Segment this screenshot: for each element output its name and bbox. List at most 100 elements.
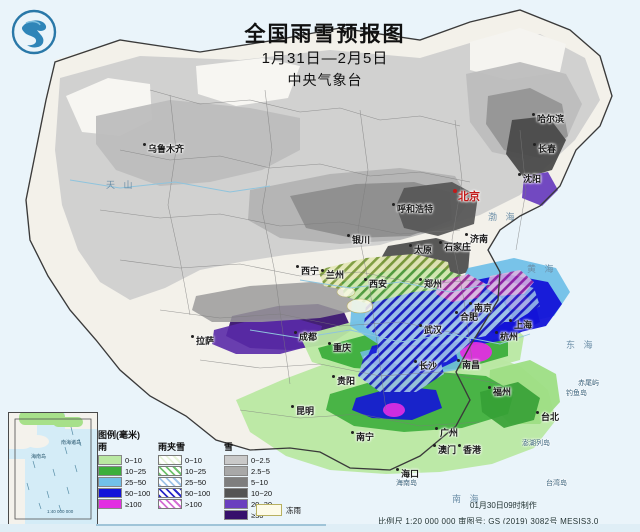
cma-dragon-logo-icon xyxy=(11,9,57,55)
legend-item-sleet-2: 25~50 xyxy=(158,477,210,487)
city-label-dot-zhengzhou xyxy=(419,278,422,281)
city-label-dot-nanning xyxy=(351,431,354,434)
city-label-dot-guangzhou xyxy=(435,427,438,430)
city-label-wuhan: 武汉 xyxy=(424,325,443,335)
legend-swatch-sleet-1 xyxy=(158,466,182,476)
city-label-dot-hohhot xyxy=(392,203,395,206)
city-label-dot-taiyuan xyxy=(409,244,412,247)
title-block: 全国雨雪预报图 1月31日—2月5日 中央气象台 xyxy=(180,22,470,90)
city-label-dot-haikou xyxy=(396,468,399,471)
city-label-dot-yinchuan xyxy=(347,234,350,237)
inset-scale: 1:40 000 000 xyxy=(47,509,74,514)
city-label-jinan: 济南 xyxy=(470,234,489,244)
city-label-lanzhou: 兰州 xyxy=(326,270,345,280)
legend-item-rain-0: 0~10 xyxy=(98,455,150,465)
legend-swatch-rain-1 xyxy=(98,466,122,476)
city-label-changsha: 长沙 xyxy=(419,361,438,371)
island-label-hainan-island: 海南岛 xyxy=(396,480,417,487)
inset-label-hainan: 海南岛 xyxy=(31,454,47,460)
city-label-dot-chengdu xyxy=(294,331,297,334)
city-label-dot-xian xyxy=(364,278,367,281)
legend-item-rain-4: ≥100 xyxy=(98,499,150,509)
legend-swatch-sleet-4 xyxy=(158,499,182,509)
city-label-harbin: 哈尔滨 xyxy=(537,114,565,124)
legend-head-sleet: 雨夹雪 xyxy=(158,442,186,452)
city-label-dot-macau xyxy=(433,444,436,447)
legend-label-rain-2: 25~50 xyxy=(125,477,147,487)
legend-head-rain: 雨 xyxy=(98,442,108,452)
legend-item-snow-3: 10~20 xyxy=(224,488,272,498)
legend-swatch-rain-3 xyxy=(98,488,122,498)
city-label-dot-nanchang xyxy=(457,359,460,362)
sea-label-south-china-sea: 南 海 xyxy=(452,494,482,504)
legend-label-rain-3: 50~100 xyxy=(125,488,151,498)
legend-item-snow-2: 5~10 xyxy=(224,477,272,487)
legend-item-rain-1: 10~25 xyxy=(98,466,150,476)
legend-item-sleet-4: >100 xyxy=(158,499,210,509)
page-title: 全国雨雪预报图 xyxy=(244,23,406,46)
city-label-dot-wuhan xyxy=(419,324,422,327)
city-label-dot-jinan xyxy=(465,233,468,236)
city-label-yinchuan: 银川 xyxy=(352,235,371,245)
terrain-label-tianshan-range: 天 山 xyxy=(106,180,136,190)
legend-freezing-rain: 冻雨 xyxy=(256,504,301,516)
map-scale-approval: 比例尺 1:20 000 000 审图号: GS (2019) 3082号 ME… xyxy=(378,517,599,526)
legend-label-sleet-4: >100 xyxy=(185,499,202,509)
island-label-diaoyu-islands: 钓鱼岛 xyxy=(566,390,587,397)
legend-item-snow-1: 2.5~5 xyxy=(224,466,272,476)
city-label-beijing: 北京 xyxy=(458,191,480,203)
city-label-chengdu: 成都 xyxy=(299,332,318,342)
city-label-hangzhou: 杭州 xyxy=(500,332,519,342)
legend-swatch-snow-5 xyxy=(224,510,248,520)
freezing-rain-swatch xyxy=(256,504,282,516)
sea-label-east-china-sea: 东 海 xyxy=(566,340,596,350)
legend-column-sleet: 雨夹雪 0~10 10~25 25~50 50~100 >100 xyxy=(158,440,210,510)
bottom-bar xyxy=(0,524,640,532)
legend-label-snow-2: 5~10 xyxy=(251,477,268,487)
city-label-dot-changchun xyxy=(533,143,536,146)
city-label-dot-urumqi xyxy=(143,143,146,146)
legend-label-sleet-3: 50~100 xyxy=(185,488,211,498)
legend-label-sleet-2: 25~50 xyxy=(185,477,207,487)
legend-head-snow: 雪 xyxy=(224,442,234,452)
city-label-dot-lanzhou xyxy=(321,269,324,272)
sea-label-yellow-sea: 黄 海 xyxy=(527,264,557,274)
city-label-dot-guiyang xyxy=(332,375,335,378)
city-label-dot-hangzhou xyxy=(495,331,498,334)
legend-label-sleet-1: 10~25 xyxy=(185,466,207,476)
south-china-sea-inset: 海南岛 南海诸岛 1:40 000 000 xyxy=(8,412,98,526)
island-label-taiwan-island: 台湾岛 xyxy=(546,480,567,487)
city-label-dot-shijiazhuang xyxy=(439,241,442,244)
city-label-nanning: 南宁 xyxy=(356,432,375,442)
legend-label-rain-0: 0~10 xyxy=(125,455,142,465)
legend-swatch-snow-4 xyxy=(224,499,248,509)
legend-column-rain: 雨 0~10 10~25 25~50 50~100 ≥100 xyxy=(98,440,150,510)
city-label-dot-shanghai xyxy=(509,319,512,322)
city-label-urumqi: 乌鲁木齐 xyxy=(148,144,185,154)
legend-swatch-rain-2 xyxy=(98,477,122,487)
city-label-taiyuan: 太原 xyxy=(414,245,433,255)
legend-swatch-snow-2 xyxy=(224,477,248,487)
legend-swatch-snow-0 xyxy=(224,455,248,465)
legend-label-rain-4: ≥100 xyxy=(125,499,142,509)
forecast-date-range: 1月31日—2月5日 xyxy=(261,50,389,67)
city-label-dot-nanjing xyxy=(469,302,472,305)
city-label-dot-hongkong xyxy=(458,444,461,447)
city-label-chongqing: 重庆 xyxy=(333,343,352,353)
city-label-shijiazhuang: 石家庄 xyxy=(444,242,472,252)
legend-item-sleet-3: 50~100 xyxy=(158,488,210,498)
legend-item-rain-3: 50~100 xyxy=(98,488,150,498)
city-label-hohhot: 呼和浩特 xyxy=(397,204,434,214)
legend-swatch-snow-1 xyxy=(224,466,248,476)
city-label-dot-hefei xyxy=(455,311,458,314)
legend-label-snow-3: 10~20 xyxy=(251,488,273,498)
legend-swatch-rain-0 xyxy=(98,455,122,465)
legend-swatch-rain-4 xyxy=(98,499,122,509)
city-label-dot-xining xyxy=(296,265,299,268)
city-label-guangzhou: 广州 xyxy=(440,428,459,438)
city-label-hongkong: 香港 xyxy=(463,445,482,455)
city-label-dot-changsha xyxy=(414,360,417,363)
island-label-penghu-islands: 澎湖列岛 xyxy=(522,440,550,447)
legend-label-snow-0: 0~2.5 xyxy=(251,455,270,465)
